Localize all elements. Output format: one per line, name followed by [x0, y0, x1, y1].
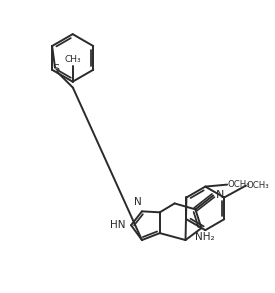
Text: N: N: [216, 190, 224, 200]
Text: HN: HN: [111, 220, 126, 230]
Text: N: N: [134, 197, 142, 207]
Text: OCH₃: OCH₃: [246, 181, 269, 190]
Text: S: S: [53, 64, 60, 74]
Text: CH₃: CH₃: [64, 55, 81, 64]
Text: NH₂: NH₂: [196, 232, 215, 242]
Text: OCH₃: OCH₃: [228, 180, 250, 189]
